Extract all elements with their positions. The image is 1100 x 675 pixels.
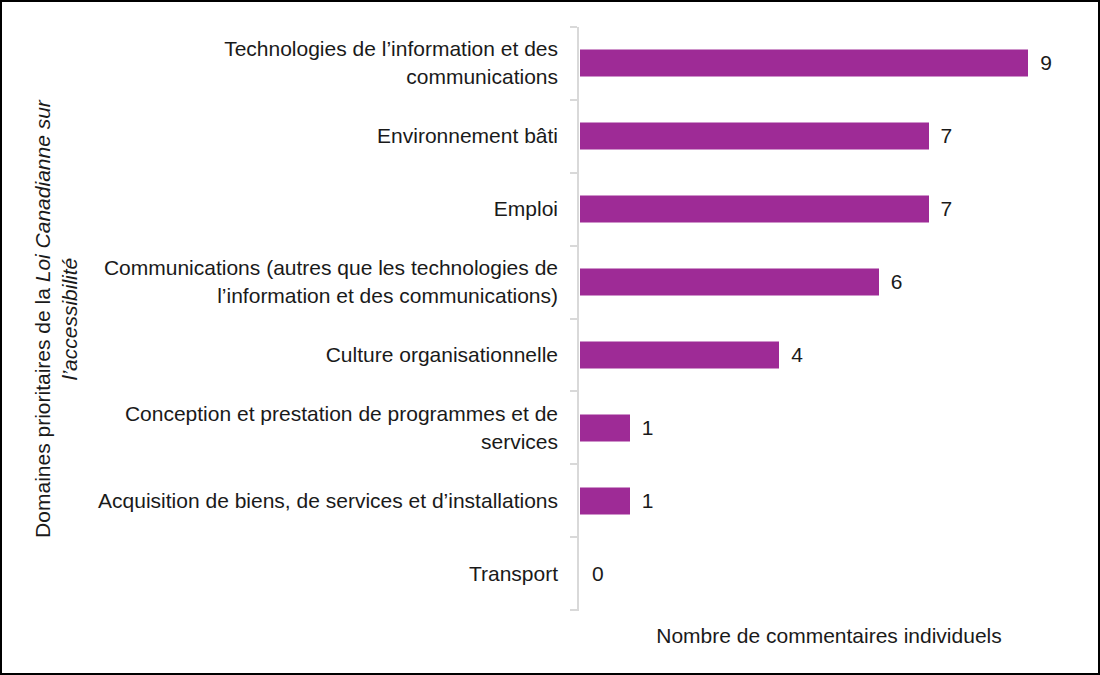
bar-row: Culture organisationnelle 4	[2, 319, 1100, 392]
bar-row: Emploi 7	[2, 173, 1100, 246]
bar	[580, 123, 929, 150]
axis-tick	[570, 245, 577, 247]
axis-tick	[570, 99, 577, 101]
category-label: Culture organisationnelle	[2, 341, 558, 369]
category-label: Transport	[2, 560, 558, 588]
axis-tick	[570, 26, 577, 28]
value-label: 9	[1040, 51, 1052, 75]
x-axis-title: Nombre de commentaires individuels	[579, 622, 1079, 650]
bar-row: Environnement bâti 7	[2, 100, 1100, 173]
bar	[580, 487, 630, 514]
bar-row: Acquisition de biens, de services et d’i…	[2, 464, 1100, 537]
value-label: 6	[891, 270, 903, 294]
category-label: Environnement bâti	[2, 122, 558, 150]
axis-tick	[570, 536, 577, 538]
category-label: Communications (autres que les technolog…	[2, 254, 558, 310]
value-label: 7	[941, 124, 953, 148]
value-label: 1	[642, 489, 654, 513]
bar-row: Technologies de l’information et descomm…	[2, 27, 1100, 100]
chart-frame: Domaines prioritaires de la Loi Canadian…	[0, 0, 1100, 675]
axis-tick	[570, 463, 577, 465]
category-label: Conception et prestation de programmes e…	[2, 400, 558, 456]
axis-tick	[570, 390, 577, 392]
axis-tick	[570, 318, 577, 320]
value-label: 7	[941, 197, 953, 221]
plot-area: Technologies de l’information et descomm…	[2, 27, 1100, 610]
category-label: Technologies de l’information et descomm…	[2, 35, 558, 91]
value-label: 4	[791, 343, 803, 367]
bar-row: Communications (autres que les technolog…	[2, 246, 1100, 319]
bar	[580, 414, 630, 441]
bar	[580, 341, 779, 368]
bar	[580, 50, 1028, 77]
value-label: 1	[642, 416, 654, 440]
bar-row: Conception et prestation de programmes e…	[2, 391, 1100, 464]
axis-tick	[570, 609, 577, 611]
category-label: Acquisition de biens, de services et d’i…	[2, 487, 558, 515]
axis-tick	[570, 172, 577, 174]
bar-row: Transport 0	[2, 537, 1100, 610]
bar	[580, 269, 879, 296]
category-label: Emploi	[2, 195, 558, 223]
value-label: 0	[592, 562, 604, 586]
bar	[580, 196, 929, 223]
